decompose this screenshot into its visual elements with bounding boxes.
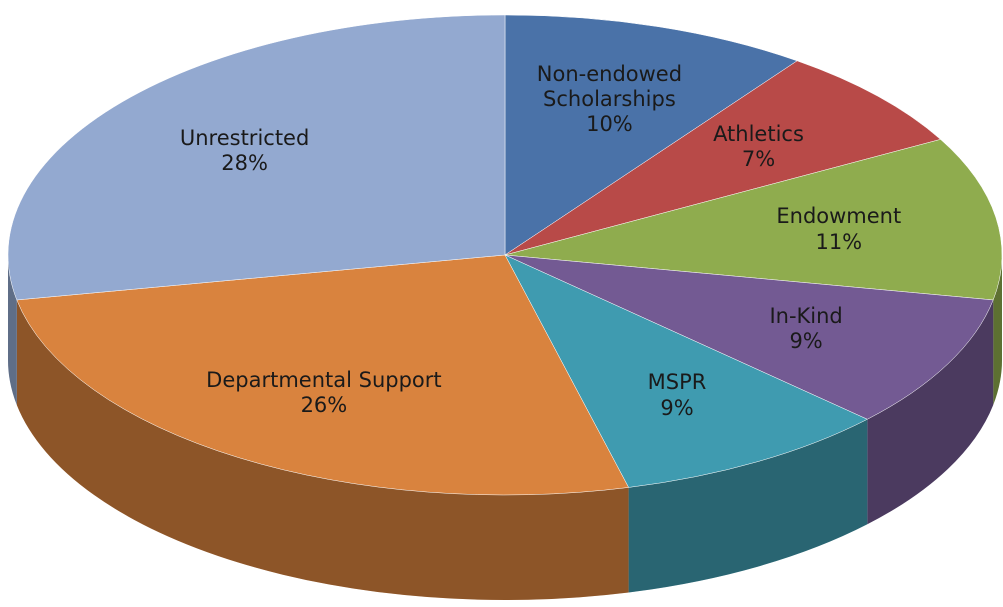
- slice: [7, 14, 506, 301]
- slice: [504, 60, 942, 256]
- value-label: 9%: [789, 329, 823, 354]
- value-label: 28%: [221, 150, 268, 175]
- category-label: Athletics: [713, 121, 804, 146]
- category-label: In-Kind: [769, 303, 843, 328]
- slice-side: [867, 299, 994, 525]
- slice-side-shade: [867, 299, 994, 525]
- slice: [16, 254, 629, 496]
- slice-side-shade: [8, 255, 17, 405]
- slice-side: [8, 255, 17, 405]
- slice-side-shade: [628, 419, 868, 593]
- slice-label: Unrestricted 28%: [95, 126, 395, 176]
- slice-side: [16, 299, 629, 600]
- slice-label: In-Kind 9%: [721, 304, 891, 354]
- value-label: 26%: [300, 392, 348, 417]
- category-label: Non-endowed Scholarships: [536, 62, 683, 112]
- value-label: 9%: [660, 395, 694, 420]
- value-label: 7%: [741, 147, 776, 172]
- slice-label: MSPR 9%: [592, 370, 762, 420]
- slice-side: [993, 255, 1002, 405]
- slice-side: [628, 419, 868, 593]
- slice: [504, 14, 798, 256]
- category-label: Departmental Support: [206, 367, 442, 392]
- slice-side-shade: [16, 299, 629, 600]
- slice: [504, 139, 1003, 301]
- slice: [504, 254, 868, 488]
- slice-label: Departmental Support 26%: [174, 368, 474, 418]
- category-label: Endowment: [776, 204, 902, 229]
- value-label: 10%: [586, 112, 633, 137]
- slice-label: Endowment 11%: [754, 204, 924, 254]
- slice-label: Non-endowed Scholarships 10%: [524, 62, 694, 138]
- slice-label: Athletics 7%: [674, 122, 844, 172]
- slice-side-shade: [993, 255, 1002, 405]
- value-label: 11%: [815, 229, 863, 254]
- category-label: Unrestricted: [179, 125, 310, 150]
- category-label: MSPR: [647, 370, 707, 395]
- slice: [504, 254, 994, 420]
